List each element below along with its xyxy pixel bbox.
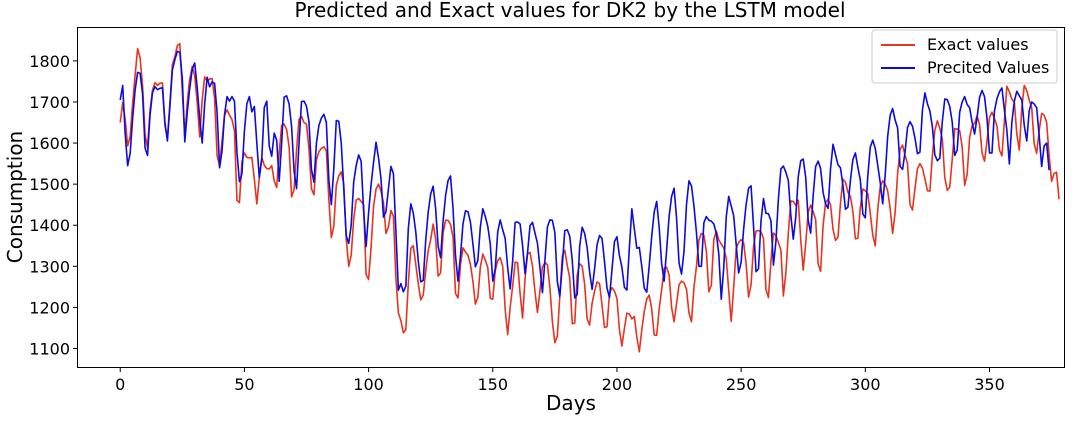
series-line-exact-values xyxy=(119,42,1060,353)
y-axis: 1100 1200 1300 1400 1500 1600 1700 1800 xyxy=(29,52,78,359)
x-tick-label-100: 100 xyxy=(353,375,384,394)
y-tick-label-1300: 1300 xyxy=(29,257,70,276)
chart-title: Predicted and Exact values for DK2 by th… xyxy=(294,0,845,22)
y-axis-label: Consumption xyxy=(3,131,27,263)
x-tick-label-300: 300 xyxy=(850,375,881,394)
legend-label-precited-values: Precited Values xyxy=(927,58,1049,77)
y-tick-label-1600: 1600 xyxy=(29,134,70,153)
x-tick-label-250: 250 xyxy=(726,375,757,394)
x-tick-label-150: 150 xyxy=(477,375,508,394)
y-tick-label-1800: 1800 xyxy=(29,52,70,71)
x-axis-label: Days xyxy=(546,391,596,415)
x-tick-label-50: 50 xyxy=(234,375,254,394)
plot-area-frame xyxy=(77,27,1065,368)
y-tick-label-1400: 1400 xyxy=(29,216,70,235)
series-line-precited-values xyxy=(119,50,1050,301)
legend: Exact values Precited Values xyxy=(871,29,1058,84)
x-tick-label-0: 0 xyxy=(115,375,125,394)
y-tick-label-1100: 1100 xyxy=(29,340,70,359)
x-tick-label-200: 200 xyxy=(602,375,633,394)
y-tick-label-1200: 1200 xyxy=(29,298,70,317)
legend-label-exact-values: Exact values xyxy=(927,35,1029,54)
series-layer xyxy=(119,42,1060,353)
legend-box xyxy=(871,29,1058,84)
y-tick-label-1700: 1700 xyxy=(29,93,70,112)
y-tick-label-1500: 1500 xyxy=(29,175,70,194)
x-tick-label-350: 350 xyxy=(974,375,1005,394)
x-axis: 0 50 100 150 200 250 300 350 xyxy=(115,367,1005,394)
